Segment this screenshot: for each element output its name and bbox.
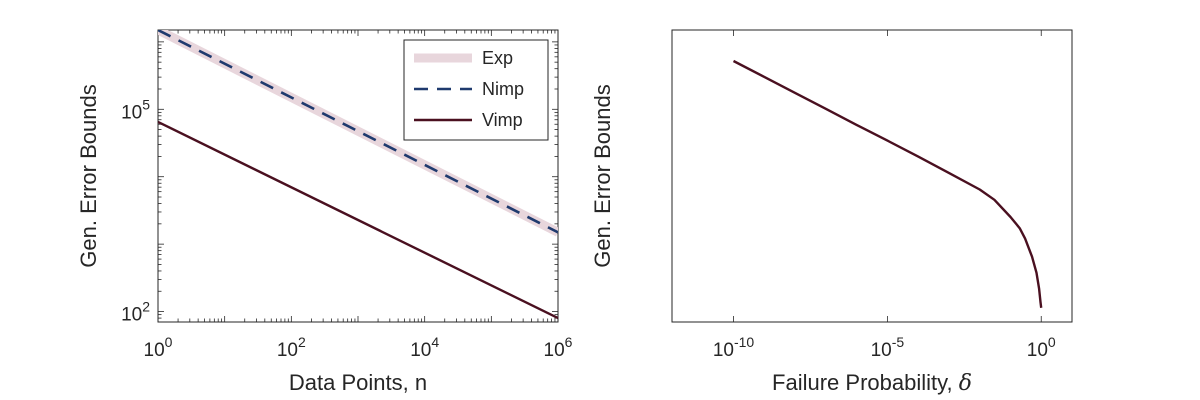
series-line-vimp xyxy=(158,120,558,320)
series-line-nimp xyxy=(158,30,558,234)
chart-panel-2: 10-10 10-5 100 Failure Probability, δ Gen. E… xyxy=(590,29,1073,396)
x-tick-label: 10-5 xyxy=(871,334,905,361)
legend-label-exp: Exp xyxy=(482,48,513,68)
y-axis-label: Gen. Error Bounds xyxy=(590,84,615,267)
y-axis-label: Gen. Error Bounds xyxy=(76,84,101,267)
legend: Exp Nimp Vimp xyxy=(403,39,549,141)
x-tick-label: 106 xyxy=(544,334,573,361)
legend-label-vimp: Vimp xyxy=(482,110,523,130)
x-tick-label: 10-10 xyxy=(713,334,755,361)
legend-label-nimp: Nimp xyxy=(482,79,524,99)
x-tick-label: 100 xyxy=(144,334,173,361)
y-tick-label: 102 xyxy=(121,299,150,326)
y-tick-label: 105 xyxy=(121,96,150,123)
plot-area-frame xyxy=(671,29,1073,323)
x-tick-label: 104 xyxy=(410,334,439,361)
x-axis-label: Data Points, n xyxy=(289,370,427,395)
series-line-curve xyxy=(732,59,1043,308)
x-axis-label: Failure Probability, δ xyxy=(772,370,972,396)
chart-panel-1: 100 102 104 106 102 105 Data Points, n Gen. Err… xyxy=(76,29,573,395)
x-tick-label: 102 xyxy=(277,334,306,361)
x-tick-label: 100 xyxy=(1027,334,1056,361)
